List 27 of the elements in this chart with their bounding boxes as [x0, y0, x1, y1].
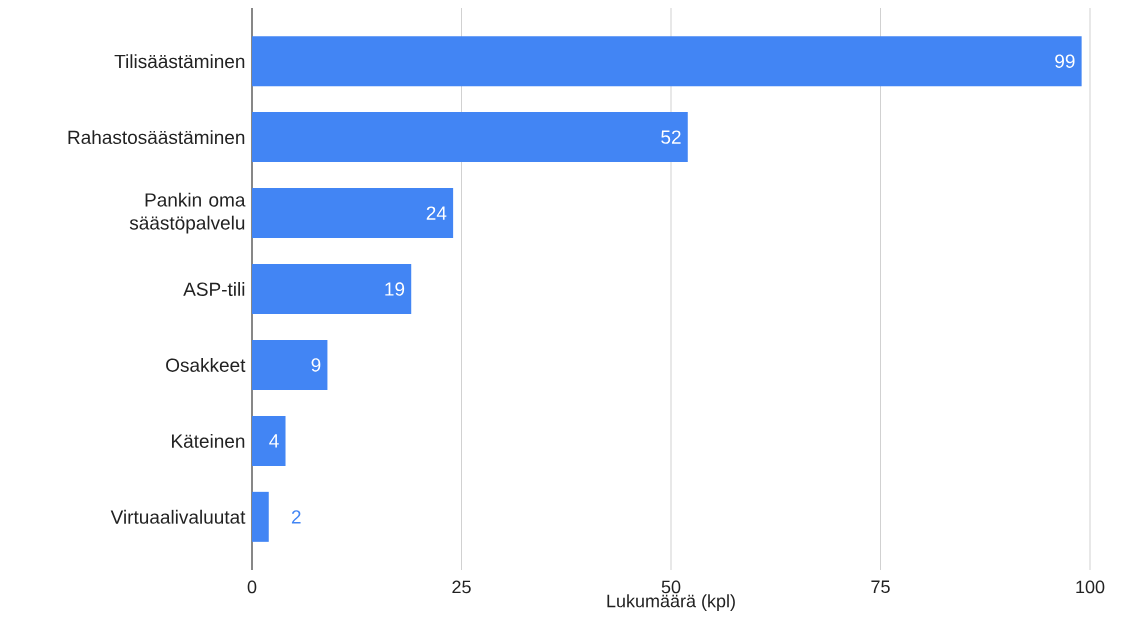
bar	[252, 264, 412, 315]
data-label: 2	[291, 510, 301, 524]
bar	[252, 112, 688, 163]
bar	[252, 339, 328, 390]
y-tick-label: ASP-tili	[183, 282, 245, 296]
x-tick-label: 25	[452, 580, 471, 594]
x-tick-label: 75	[871, 580, 890, 594]
bar	[252, 491, 269, 542]
data-label: 24	[426, 206, 447, 220]
x-tick-label: 100	[1076, 580, 1105, 594]
data-label: 19	[385, 282, 405, 296]
y-tick-label: Käteinen	[172, 433, 245, 448]
x-tick-label: 0	[247, 580, 257, 594]
y-tick-label: Tilisäästäminen	[114, 54, 245, 69]
data-label: 52	[661, 130, 681, 144]
y-tick-label: Osakkeet	[166, 357, 246, 372]
bar	[252, 36, 1082, 87]
data-label: 99	[1055, 54, 1075, 68]
y-tick-label: Rahastosäästäminen	[68, 130, 245, 145]
bar	[252, 188, 454, 239]
y-tick-label: Pankin oma säästöpalvelu	[129, 192, 246, 234]
x-tick-label: 50	[661, 580, 681, 594]
data-label: 9	[311, 358, 321, 372]
bar	[252, 415, 286, 466]
y-tick-label: Virtuaalivaluutat	[110, 509, 246, 524]
x-axis-title: Lukumäärä (kpl)	[607, 594, 735, 611]
data-label: 4	[269, 434, 279, 448]
